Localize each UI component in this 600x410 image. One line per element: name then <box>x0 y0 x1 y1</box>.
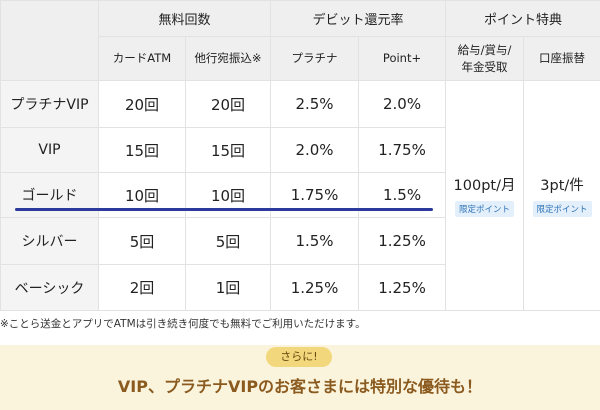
cell: 5回 <box>184 217 272 265</box>
highlight-underline <box>15 208 433 211</box>
subheader: Point+ <box>358 36 447 81</box>
points-value: 100pt/月 <box>453 178 516 194</box>
group-header: デビット還元率 <box>270 0 447 37</box>
comparison-table: 無料回数 デビット還元率 ポイント特典 カードATM 他行宛振込※ プラチナ Point+ 給… <box>0 0 600 311</box>
cell: 1.25% <box>358 264 447 311</box>
cell: 2.0% <box>270 127 360 173</box>
cell: 20回 <box>184 80 272 128</box>
cell: 2回 <box>98 264 186 311</box>
subheader: プラチナ <box>270 36 360 81</box>
merged-cell: 3pt/件限定ポイント <box>523 80 600 311</box>
header-row: 無料回数 デビット還元率 ポイント特典 <box>0 0 600 81</box>
merged-cell: 100pt/月 限定ポイント <box>445 80 525 311</box>
group-header: 無料回数 <box>97 0 272 37</box>
cell: 1回 <box>184 264 272 311</box>
cell: 1.5% <box>270 217 360 265</box>
row-label: プラチナVIP <box>0 80 99 128</box>
table-row: ベーシック 2回 1回 1.25% 1.25% <box>0 264 600 311</box>
cell: 1.25% <box>358 217 447 265</box>
cell: 15回 <box>184 127 272 173</box>
badge: 限定ポイント <box>455 201 515 217</box>
cell: 1.25% <box>270 264 360 311</box>
cell: 2.0% <box>358 80 447 128</box>
row-label: VIP <box>0 127 99 173</box>
banner: さらに! VIP、プラチナVIPのお客さまには特別な優待も！ <box>0 345 600 410</box>
banner-text: VIP、プラチナVIPのお客さまには特別な優待も！ <box>117 377 483 396</box>
subheader: 他行宛振込※ <box>184 36 272 81</box>
badge: 限定ポイント <box>532 201 592 217</box>
subheader: 給与/賞与/ 年金受取 <box>445 36 525 81</box>
cell: 20回 <box>98 80 186 128</box>
group-header: ポイント特典 <box>445 0 600 37</box>
footnote: ※ことら送金とアプリでATMは引き続き何度でも無料でご利用いただけます。 <box>0 318 366 330</box>
row-label: ベーシック <box>0 264 99 311</box>
points-value: 3pt/件 <box>540 178 584 194</box>
table-row: プラチナVIP 20回 20回 2.5% 2.0% 100pt/月 限定ポイント 3pt/件限… <box>0 80 600 311</box>
banner-pill: さらに! <box>266 347 332 367</box>
cell: 15回 <box>98 127 186 173</box>
subheader-row: カードATM 他行宛振込※ プラチナ Point+ 給与/賞与/ 年金受取 口座振替 <box>1 36 600 81</box>
cell: 5回 <box>98 217 186 265</box>
subheader: 口座振替 <box>523 36 600 81</box>
subheader: カードATM <box>98 36 186 81</box>
corner-cell <box>0 0 99 81</box>
row-label: シルバー <box>0 217 99 265</box>
cell: 1.75% <box>358 127 447 173</box>
cell: 2.5% <box>270 80 360 128</box>
